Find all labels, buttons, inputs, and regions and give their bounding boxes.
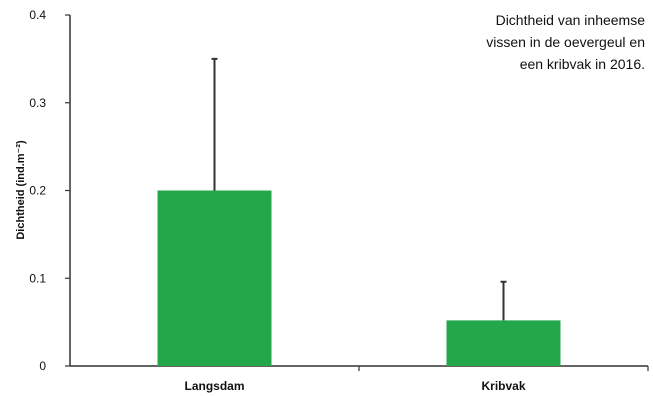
y-tick-label: 0 [39,359,46,373]
bar-kribvak [446,320,561,366]
y-tick-label: 0.3 [29,96,46,110]
x-category-label: Kribvak [481,379,525,393]
caption-line-2: vissen in de oevergeul en [486,34,645,50]
y-axis-title: Dichtheid (ind.m⁻²) [15,140,27,240]
caption-line-3: een kribvak in 2016. [519,56,645,72]
y-tick-label: 0.1 [29,271,46,285]
y-tick-label: 0.2 [29,184,46,198]
x-category-label: Langsdam [184,379,244,393]
bar-langsdam [157,190,272,366]
caption-line-1: Dichtheid van inheemse [495,12,645,28]
y-tick-label: 0.4 [29,8,46,22]
chart-caption: Dichtheid van inheemse vissen in de oeve… [385,9,645,75]
